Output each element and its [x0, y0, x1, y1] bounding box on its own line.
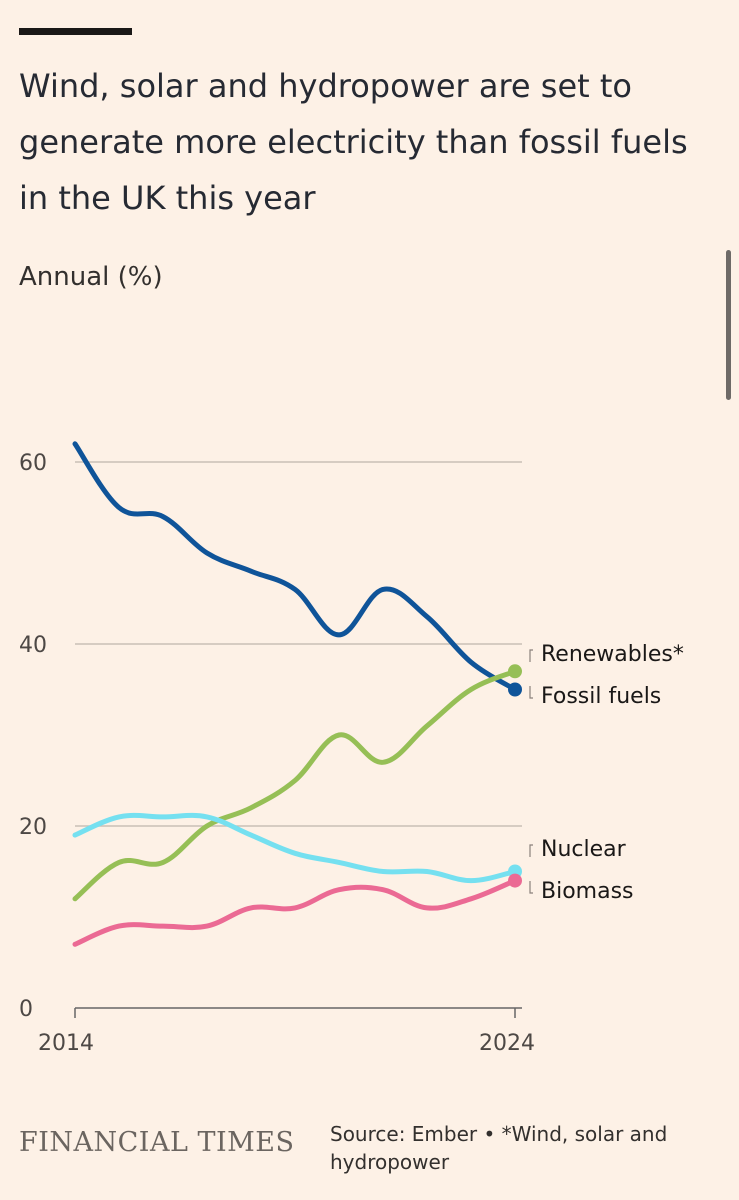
endpoint-renewables [508, 664, 522, 679]
label-bracket [529, 686, 533, 699]
endpoint-biomass [508, 873, 522, 888]
scrollbar[interactable] [726, 250, 731, 400]
label-bracket [529, 844, 533, 857]
series-label-nuclear: Nuclear [541, 837, 627, 862]
y-axis-label: Annual (%) [19, 262, 163, 292]
label-bracket [529, 649, 533, 662]
chart-title: Wind, solar and hydropower are set to ge… [19, 67, 688, 217]
x-tick-label: 2014 [38, 1031, 94, 1056]
label-bracket [529, 881, 533, 894]
series-line-fossil-fuels [72, 441, 518, 692]
gridlines [74, 461, 522, 1018]
series-label-biomass: Biomass [541, 879, 634, 904]
series-line-biomass [72, 878, 518, 947]
y-tick-label: 0 [19, 997, 33, 1022]
series-line-nuclear [72, 812, 518, 884]
y-tick-label: 20 [19, 815, 47, 840]
source-note: Source: Ember • *Wind, solar and hydropo… [330, 1122, 668, 1174]
series-label-renewables: Renewables* [541, 642, 684, 667]
financial-times-logo: FINANCIAL TIMES [19, 1127, 295, 1158]
series-label-fossil-fuels: Fossil fuels [541, 684, 661, 709]
tick-labels: 0 20 40 60 2014 2024 [19, 451, 535, 1056]
series-line-renewables [72, 668, 518, 902]
y-tick-label: 60 [19, 451, 47, 476]
y-tick-label: 40 [19, 633, 47, 658]
series-lines [72, 441, 522, 947]
endpoint-fossil-fuels [508, 682, 522, 697]
series-labels: Renewables* Fossil fuels Nuclear Biomass [529, 642, 684, 904]
line-chart: 0 20 40 60 2014 2024 Renewables* Fossil fuels N… [19, 441, 684, 1056]
top-rule [19, 28, 132, 35]
x-tick-label: 2024 [479, 1031, 535, 1056]
